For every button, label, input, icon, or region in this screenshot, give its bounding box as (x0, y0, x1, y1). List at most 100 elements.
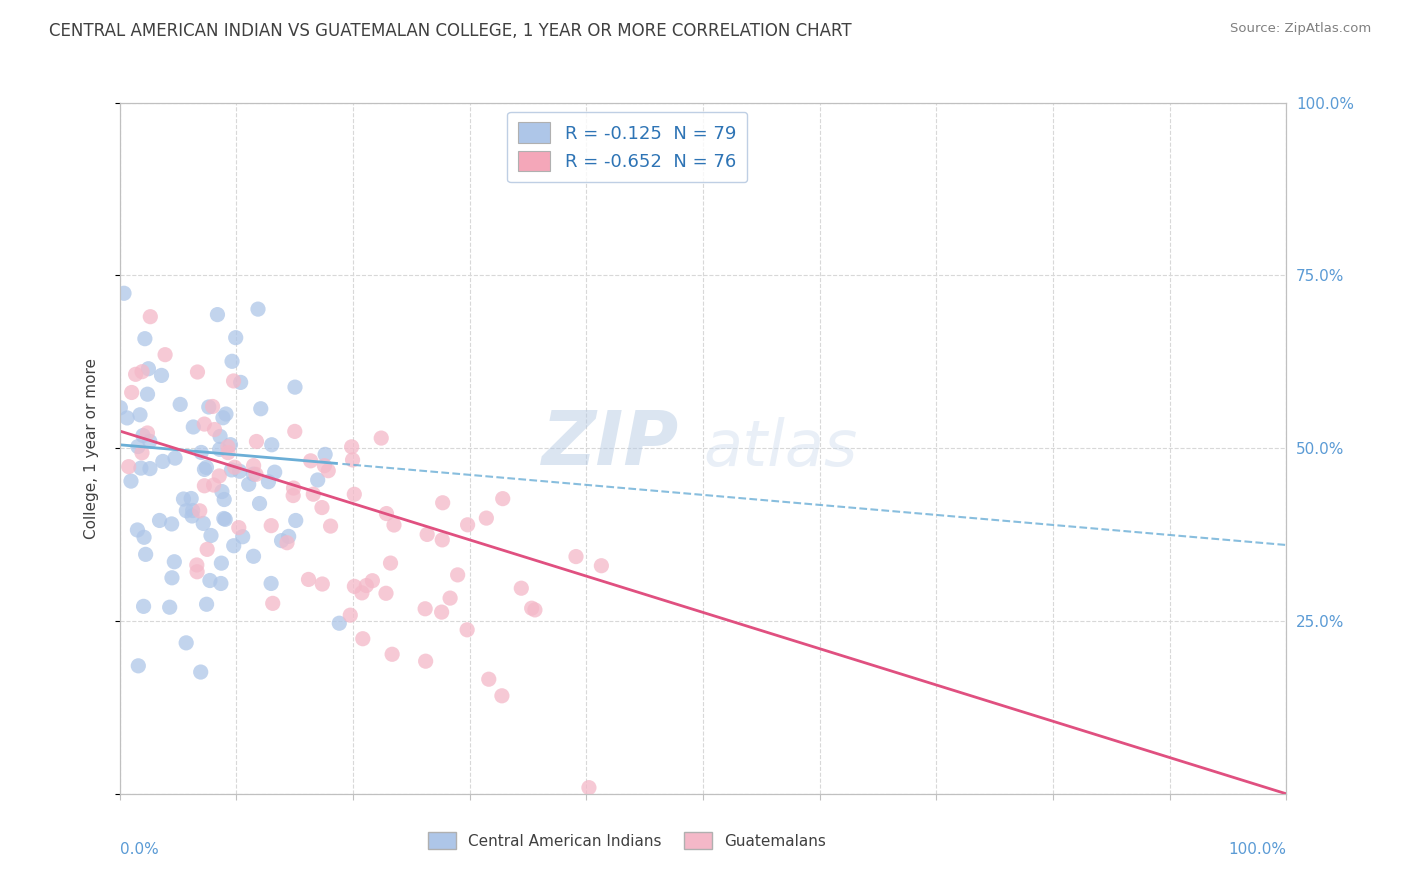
Point (176, 504, 198, 518)
Point (284, 425, 307, 439)
Point (163, 451, 186, 466)
Point (260, 576, 283, 591)
Point (132, 599, 155, 614)
Point (212, 492, 235, 507)
Point (350, 586, 373, 600)
Point (283, 481, 305, 495)
Point (208, 442, 231, 457)
Point (129, 408, 152, 422)
Point (238, 477, 260, 491)
Point (132, 530, 155, 544)
Point (380, 556, 402, 570)
Point (207, 308, 229, 322)
Point (190, 445, 212, 459)
Point (224, 460, 246, 475)
Point (118, 459, 141, 474)
Point (311, 500, 333, 515)
Point (120, 474, 142, 488)
Legend: Central American Indians, Guatemalans: Central American Indians, Guatemalans (422, 825, 832, 855)
Point (181, 503, 204, 517)
Point (262, 596, 284, 610)
Point (284, 380, 307, 394)
Point (283, 489, 305, 503)
Point (413, 601, 436, 615)
Point (263, 465, 285, 479)
Point (112, 286, 135, 301)
Point (150, 368, 173, 383)
Point (193, 516, 215, 531)
Point (215, 407, 238, 421)
Point (228, 521, 250, 535)
Point (432, 496, 454, 510)
Point (446, 567, 468, 582)
Point (276, 535, 298, 549)
Point (492, 491, 515, 506)
Point (136, 425, 159, 440)
Point (148, 513, 170, 527)
Point (190, 665, 212, 679)
Point (299, 454, 322, 468)
Point (242, 458, 264, 473)
Point (311, 577, 333, 591)
Point (343, 487, 366, 501)
Text: ZIP: ZIP (543, 409, 679, 482)
Point (127, 523, 149, 537)
Point (186, 365, 208, 379)
Point (591, 558, 613, 573)
Point (370, 431, 392, 445)
Point (475, 511, 498, 525)
Point (132, 428, 155, 442)
Point (186, 565, 208, 579)
Point (578, 780, 600, 795)
Point (159, 600, 181, 615)
Point (249, 401, 271, 416)
Point (135, 547, 157, 561)
Point (131, 446, 153, 460)
Point (314, 447, 336, 461)
Point (343, 579, 366, 593)
Text: 0.0%: 0.0% (120, 842, 159, 857)
Point (193, 462, 215, 476)
Point (139, 461, 162, 475)
Point (209, 576, 232, 591)
Point (217, 440, 239, 454)
Point (491, 689, 513, 703)
Point (160, 571, 183, 585)
Point (260, 518, 283, 533)
Point (217, 445, 239, 459)
Point (200, 528, 222, 542)
Point (138, 361, 160, 376)
Point (209, 429, 232, 443)
Point (381, 647, 404, 661)
Point (510, 581, 533, 595)
Point (139, 434, 162, 449)
Point (245, 467, 267, 482)
Point (457, 517, 479, 532)
Point (328, 616, 350, 631)
Point (172, 491, 194, 506)
Point (375, 586, 398, 600)
Point (339, 608, 361, 623)
Point (180, 491, 202, 506)
Point (257, 475, 280, 489)
Point (416, 527, 439, 541)
Point (121, 385, 143, 400)
Point (212, 511, 235, 525)
Point (242, 467, 264, 482)
Point (163, 555, 186, 569)
Point (139, 310, 162, 324)
Point (211, 484, 233, 499)
Point (352, 632, 374, 646)
Point (209, 556, 232, 570)
Point (197, 400, 219, 414)
Point (124, 368, 146, 382)
Point (277, 529, 299, 543)
Text: Source: ZipAtlas.com: Source: ZipAtlas.com (1230, 22, 1371, 36)
Point (127, 658, 149, 673)
Y-axis label: College, 1 year or more: College, 1 year or more (84, 358, 98, 539)
Point (314, 458, 336, 473)
Point (430, 605, 453, 619)
Point (245, 434, 267, 449)
Point (193, 417, 215, 431)
Point (249, 496, 271, 510)
